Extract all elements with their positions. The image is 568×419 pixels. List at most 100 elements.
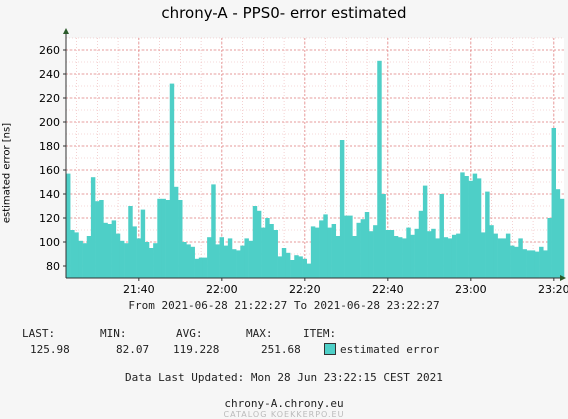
data-bar [451, 234, 457, 278]
data-bar [298, 256, 303, 278]
data-bar [352, 236, 357, 278]
data-bar [281, 248, 287, 278]
data-bar [227, 238, 233, 278]
legend-value-last: 125.98 [30, 343, 70, 356]
data-bar [124, 243, 129, 278]
legend-value-avg: 119.228 [173, 343, 220, 356]
x-tick-label: 21:40 [123, 283, 155, 296]
y-tick-label: 220 [39, 92, 60, 105]
data-bar [368, 231, 374, 278]
data-bar [364, 212, 370, 278]
data-bar [223, 245, 229, 278]
data-bar [119, 240, 125, 278]
data-bar [431, 228, 436, 278]
data-bar [144, 242, 150, 278]
legend-header-max: MAX: [246, 327, 273, 340]
data-bar [86, 236, 92, 278]
data-bar [360, 219, 366, 278]
data-bar [315, 227, 320, 278]
data-bar [439, 194, 444, 278]
data-bar [485, 191, 490, 278]
y-axis-arrow [63, 28, 69, 34]
data-bar [202, 257, 208, 278]
data-bar [414, 228, 420, 278]
data-bar [111, 220, 117, 278]
chart-title: chrony-A - PPS0- error estimated [161, 4, 407, 22]
y-tick-label: 240 [39, 68, 60, 81]
data-bar [505, 233, 511, 278]
data-bar [198, 257, 204, 278]
legend-header-avg: AVG: [176, 327, 203, 340]
data-bar [178, 200, 183, 278]
data-bar [468, 180, 473, 278]
data-bar [447, 238, 453, 278]
data-bar [348, 215, 353, 278]
data-bar [66, 173, 71, 278]
data-bar [157, 198, 162, 278]
data-bar [402, 238, 407, 278]
data-bar [248, 240, 254, 278]
data-bar [406, 227, 411, 278]
y-tick-label: 200 [39, 116, 60, 129]
data-bar [497, 238, 503, 278]
footer-faint-text: CATALOG KOEKKERPO.EU [223, 410, 345, 419]
data-bar [115, 233, 121, 278]
data-bar [356, 222, 361, 278]
data-bar [435, 238, 440, 278]
legend-value-max: 251.68 [261, 343, 301, 356]
data-bar [70, 230, 75, 278]
data-bar [443, 237, 449, 278]
axes [63, 28, 566, 281]
x-tick-label: 22:20 [289, 283, 321, 296]
data-bar [539, 246, 544, 278]
data-bar [339, 140, 345, 278]
data-bar [514, 246, 519, 278]
data-bar [219, 237, 224, 278]
data-bar [526, 250, 532, 278]
data-bar [476, 178, 482, 278]
data-bar [256, 210, 262, 278]
y-tick-label: 120 [39, 212, 60, 225]
data-bar [236, 250, 241, 278]
y-tick-label: 80 [46, 260, 60, 273]
data-bar [530, 250, 536, 278]
data-bar [290, 260, 295, 278]
data-bar [427, 231, 432, 278]
y-tick-label: 140 [39, 188, 60, 201]
tick-labels: 80 100 120 140 160 180 200 220 240 260 21:40 22:00 2… [39, 44, 568, 296]
data-bar [190, 246, 195, 278]
data-bar [510, 245, 515, 278]
data-bar [489, 225, 494, 278]
y-tick-label: 160 [39, 164, 60, 177]
data-bar [422, 185, 428, 278]
data-bar [302, 258, 307, 278]
data-bar [335, 236, 341, 278]
last-updated-text: Data Last Updated: Mon 28 Jun 23:22:15 C… [125, 371, 443, 384]
data-bar [99, 200, 104, 278]
data-bar [398, 237, 403, 278]
x-tick-label: 22:40 [372, 283, 404, 296]
legend-swatch [324, 343, 336, 355]
data-bar [128, 206, 133, 278]
data-bar [140, 209, 146, 278]
legend-header-last: LAST: [22, 327, 56, 340]
legend-header-min: MIN: [100, 327, 127, 340]
data-bar [153, 243, 158, 278]
data-bar [169, 83, 175, 278]
data-bar [555, 189, 561, 278]
data-bar [252, 206, 258, 278]
data-bar [232, 249, 237, 278]
data-bar [90, 177, 96, 278]
x-axis-arrow [560, 275, 566, 281]
x-tick-label: 22:00 [206, 283, 238, 296]
data-bar [522, 249, 527, 278]
data-bar [186, 244, 191, 278]
data-bar [393, 236, 399, 278]
data-bar [547, 218, 552, 278]
data-bar [389, 230, 395, 278]
data-bar [95, 201, 100, 278]
y-tick-label: 100 [39, 236, 60, 249]
data-bar [74, 232, 79, 278]
series-area [66, 60, 565, 278]
legend-item-label: estimated error [340, 343, 440, 356]
